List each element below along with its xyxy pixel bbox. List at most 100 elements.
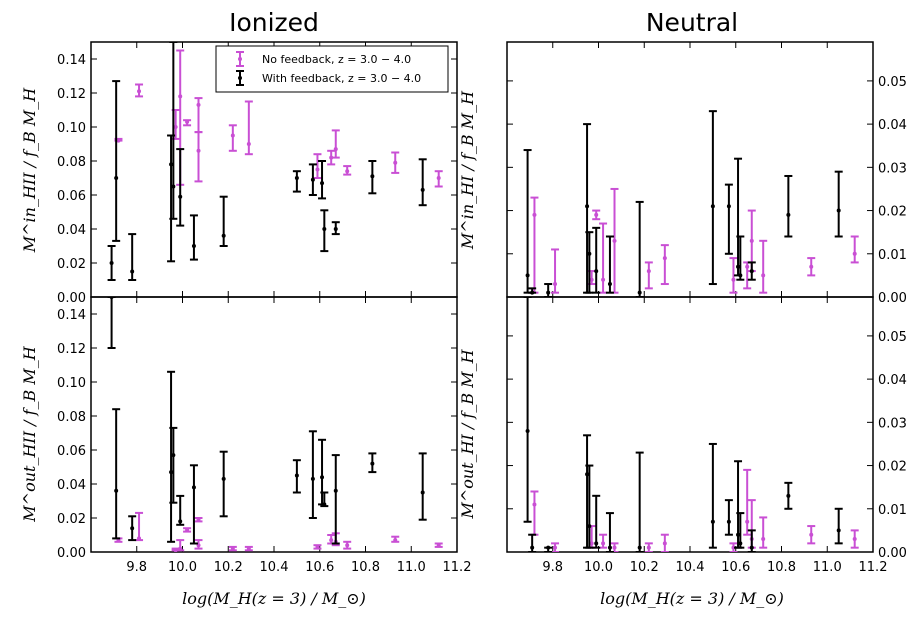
neutral-in-with-feedback-errorbar: [528, 287, 537, 295]
neutral-in-no-feedback-errorbar: [850, 235, 859, 264]
ionized-in-with-feedback-errorbar: [107, 245, 116, 281]
ionized-out-no-feedback-errorbar-point: [345, 543, 350, 548]
neutral-out-no-feedback-errorbar: [743, 468, 752, 536]
ionized-in-with-feedback-errorbar-point: [130, 269, 135, 274]
ionized-in-no-feedback-errorbar-point: [196, 148, 201, 153]
ionized-in-no-feedback-errorbar-point: [345, 169, 350, 174]
ionized-out-no-feedback-errorbar-point: [315, 544, 320, 549]
ionized-out-with-feedback-errorbar-point: [310, 476, 315, 481]
neutral-in-with-feedback-errorbar: [544, 283, 553, 297]
neutral-in-no-feedback-errorbar-point: [852, 251, 857, 256]
neutral-in-with-feedback-errorbar-point: [710, 204, 715, 209]
ionized-in-no-feedback-errorbar: [331, 129, 340, 159]
neutral-in-with-feedback-errorbar-point: [749, 269, 754, 274]
ionized-out-xtick-label: 10.0: [168, 560, 197, 575]
neutral-out-with-feedback-errorbar: [724, 499, 733, 536]
neutral-in-with-feedback-errorbar: [747, 261, 756, 281]
neutral-in-with-feedback-errorbar-point: [530, 290, 535, 295]
neutral-out-xtick-label: 10.2: [630, 560, 659, 575]
neutral-in-no-feedback-errorbar-point: [532, 212, 537, 217]
neutral-in-with-feedback-errorbar: [784, 174, 793, 238]
neutral-in-with-feedback-errorbar-point: [594, 269, 599, 274]
ionized-in-with-feedback-errorbar: [292, 170, 301, 193]
ionized-in-no-feedback-errorbar: [135, 83, 144, 98]
ionized-out-with-feedback-errorbar: [318, 438, 327, 506]
ylabel-ionized-in-text: M^in_HII / f_B M_H: [20, 87, 39, 254]
ionized-out-with-feedback-errorbar: [368, 452, 377, 474]
neutral-in-with-feedback-errorbar-point: [546, 290, 551, 295]
neutral-out-with-feedback-errorbar: [736, 512, 745, 549]
neutral-in-no-feedback-errorbar: [743, 261, 752, 290]
neutral-out-xtick-label: 11.2: [859, 560, 888, 575]
ionized-out-no-feedback-errorbar: [391, 535, 400, 543]
neutral-out-xtick-label: 9.8: [542, 560, 563, 575]
neutral-in-with-feedback-errorbar-point: [786, 212, 791, 217]
legend-label-no-feedback: No feedback, z = 3.0 − 4.0: [262, 53, 411, 66]
ylabel-neutral-in: M^in_HI / f_B M_H: [458, 90, 477, 250]
neutral-out-xtick-label: 10.6: [721, 560, 750, 575]
ionized-in-with-feedback-errorbar: [112, 80, 121, 242]
neutral-out-xtick-label: 11.0: [813, 560, 842, 575]
neutral-in-no-feedback-errorbar: [644, 261, 653, 290]
ionized-in-with-feedback-errorbar-point: [169, 162, 174, 167]
neutral-out-no-feedback-errorbar-point: [662, 541, 667, 546]
ionized-in-ytick-label: 0.04: [57, 223, 86, 238]
neutral-in-with-feedback-errorbar-point: [607, 282, 612, 287]
ionized-out-frame: [90, 296, 458, 553]
ionized-in-ytick-label: 0.08: [57, 155, 86, 170]
neutral-out-with-feedback-errorbar: [528, 533, 537, 552]
neutral-out-no-feedback-errorbar-point: [589, 541, 594, 546]
neutral-in-with-feedback-errorbar: [585, 231, 594, 294]
ionized-in-no-feedback-errorbar-point: [246, 142, 251, 146]
ionized-in-no-feedback-errorbar: [228, 124, 237, 152]
neutral-in-no-feedback-errorbar: [759, 239, 768, 294]
neutral-out-no-feedback-errorbar-point: [532, 502, 537, 507]
ionized-in-no-feedback-errorbar-point: [230, 133, 235, 138]
neutral-out-ytick-label: 0.00: [878, 546, 907, 561]
neutral-in-with-feedback-errorbar: [834, 170, 843, 238]
ionized-out-xtick-label: 10.2: [214, 560, 243, 575]
ionized-in-with-feedback-errorbar: [308, 163, 317, 196]
neutral-out-ytick-label: 0.02: [878, 460, 907, 475]
neutral-in-no-feedback-errorbar: [729, 257, 738, 294]
ionized-out-no-feedback-errorbar: [135, 511, 144, 542]
neutral-out-frame: [506, 296, 874, 553]
neutral-out-with-feedback-errorbar-point: [637, 545, 642, 550]
ionized-out-no-feedback-errorbar-point: [185, 527, 190, 532]
ionized-out-with-feedback-errorbar: [167, 370, 176, 543]
neutral-in-with-feedback-errorbar-point: [726, 204, 731, 209]
neutral-out-with-feedback-errorbar: [635, 451, 644, 552]
neutral-out-no-feedback-errorbar: [551, 542, 560, 552]
ionized-out-with-feedback-errorbar-point: [322, 502, 327, 507]
ylabel-neutral-out-text: M^out_HI / f_B M_H: [458, 348, 477, 519]
neutral-out-with-feedback-errorbar-point: [525, 428, 530, 433]
neutral-in-data: [523, 110, 859, 297]
neutral-in-ytick-label: 0.03: [878, 161, 907, 176]
neutral-out-with-feedback-errorbar: [605, 512, 614, 552]
ionized-out-no-feedback-errorbar: [176, 539, 185, 552]
neutral-out-no-feedback-errorbar-point: [601, 541, 606, 546]
legend-label-with-feedback: With feedback, z = 3.0 − 4.0: [262, 72, 421, 85]
ylabel-ionized-out-text: M^out_HII / f_B M_H: [20, 345, 39, 522]
neutral-in-with-feedback-errorbar-point: [585, 204, 590, 209]
ionized-out-no-feedback-errorbar: [228, 545, 237, 552]
ionized-in-no-feedback-errorbar: [194, 131, 203, 183]
legend-marker-with-feedback: [236, 70, 244, 86]
ionized-out-no-feedback-errorbar: [244, 545, 253, 552]
neutral-out-with-feedback-errorbar-point: [726, 519, 731, 524]
neutral-out-with-feedback-errorbar-point: [710, 519, 715, 524]
panel-ionized-out: 9.8 10.0 10.2 10.4 10.6 10.8 11.0 11.2 0.00 0.02 0…: [57, 296, 471, 575]
ionized-out-no-feedback-errorbar-point: [137, 536, 142, 541]
neutral-out-no-feedback-errorbar-point: [809, 532, 814, 537]
neutral-out-with-feedback-errorbar-point: [585, 472, 590, 477]
neutral-in-no-feedback-errorbar: [599, 222, 608, 294]
ylabel-ionized-out: M^out_HII / f_B M_H: [20, 345, 39, 522]
ylabel-neutral-in-text: M^in_HI / f_B M_H: [458, 90, 477, 250]
neutral-out-with-feedback-errorbar: [834, 507, 843, 545]
ionized-out-with-feedback-errorbar: [107, 297, 116, 349]
neutral-out-no-feedback-errorbar-point: [553, 545, 558, 550]
legend-errorbar-1: [236, 70, 244, 86]
neutral-out-xtick-label: 10.4: [676, 560, 705, 575]
ionized-in-no-feedback-errorbar-point: [333, 147, 338, 152]
neutral-out-with-feedback-errorbar-point: [836, 528, 841, 533]
